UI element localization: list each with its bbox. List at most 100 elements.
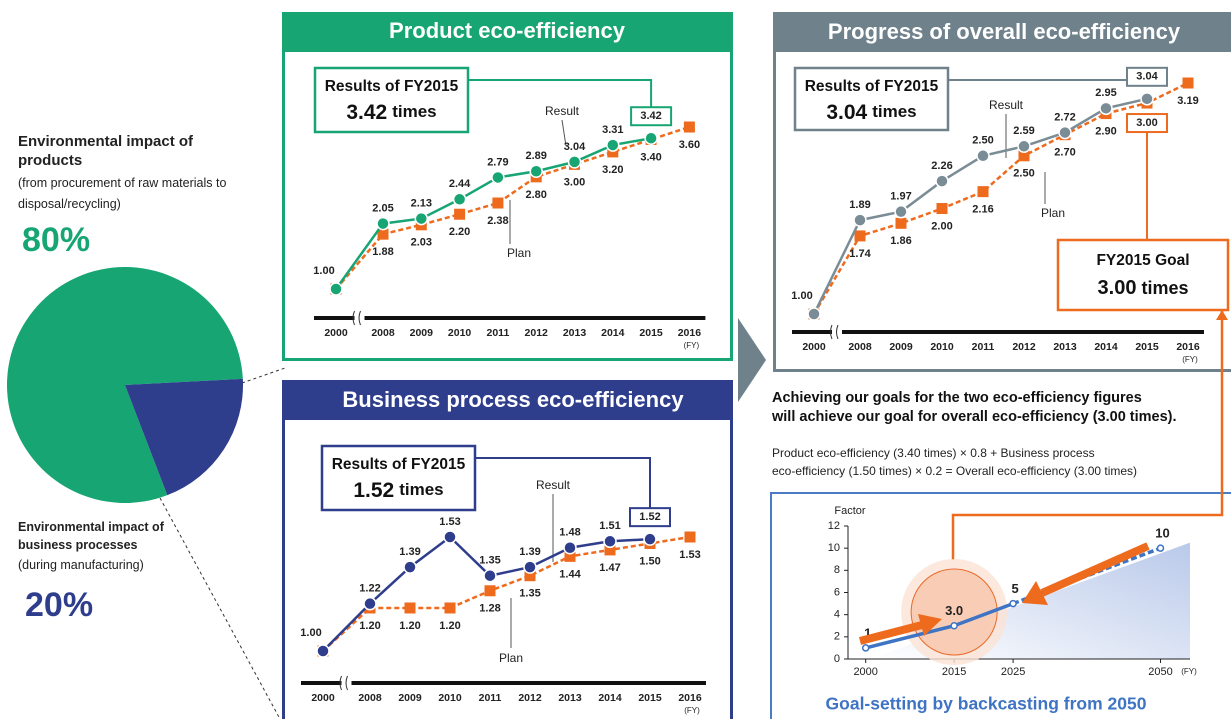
series-line [335,125,690,290]
x-tick-label: 2016 [678,692,702,704]
point [644,131,658,145]
annotation-box [320,444,477,512]
value-label: 1.74 [849,248,871,260]
x-tick-label: 2025 [1001,666,1025,678]
series-line [322,535,691,652]
value-label: 2.50 [1013,168,1034,180]
value-label: 1.00 [791,290,812,302]
value-label: 2.89 [525,150,546,162]
point [567,155,582,169]
value-label: 2.00 [931,220,952,232]
point [977,186,989,198]
x-tick-label: 2015 [639,327,663,339]
point [603,534,617,549]
value-label: 2.59 [1013,125,1034,137]
value-label: 2.50 [972,135,993,147]
series-name: Plan [499,651,523,665]
point [484,585,496,597]
x-tick-label: 2012 [1012,341,1036,353]
point [483,568,497,583]
point [444,602,456,614]
x-tick-label: 2011 [972,341,995,353]
point [935,174,949,188]
value-label: 1.48 [559,527,580,539]
x-tick-label: 2014 [598,692,622,704]
panel-title: Business process eco-efficiency [342,387,684,412]
point [492,197,504,209]
point [524,570,536,582]
value-label: 2.44 [449,178,471,190]
pointer-line [561,119,567,147]
x-tick-label: 2016 [1176,341,1200,353]
panel-header [282,12,733,52]
connector [948,67,1148,81]
value-label: 1.39 [519,546,540,558]
y-tick-label: 6 [834,586,840,598]
value-label: 1 [864,625,871,640]
x-axis-label: (FY) [1182,355,1198,364]
point [454,208,466,220]
charts: 80%20%2000 2008 2009 2010 2011 2012 2013 2014 20… [7,66,1230,715]
x-tick-label: 2015 [942,666,966,678]
x-tick-label: 2000 [311,692,335,704]
y-axis-label: Factor [834,505,866,517]
annotation-value: 3.04 times [826,101,916,124]
annotation-heading: Results of FY2015 [805,78,939,95]
point [491,170,505,185]
annotation-box [793,66,950,132]
value-label: 5 [1011,581,1018,596]
boxed-label [1126,66,1168,87]
value-label: 2.72 [1054,111,1075,123]
x-tick-label: 2010 [448,327,472,339]
point [895,217,907,229]
point [1182,77,1194,89]
point [443,530,457,544]
point [683,121,695,133]
point [376,216,390,231]
goal-number: 3.00 [1098,277,1137,299]
x-tick-label: 2008 [848,341,872,353]
value-label: 2.38 [487,215,508,227]
y-tick-label: 8 [834,564,840,576]
value-label: 1.22 [359,583,380,595]
point [403,560,417,574]
series-line [812,81,1189,315]
value-label: 1.20 [359,620,380,632]
goal-heading: FY2015 Goal [1096,252,1189,269]
factor-line [1012,546,1162,606]
x-tick-label: 2009 [410,327,434,339]
series-name: Plan [1041,206,1065,220]
x-tick-label: 2012 [518,692,542,704]
point [606,138,620,152]
point [807,307,821,321]
point [936,203,948,215]
connector-head [1216,310,1228,320]
value-label: 3.0 [945,603,963,618]
pie-category: Environmental impact of business process… [18,520,164,552]
annotation-unit: times [392,102,436,121]
value-label: 2.95 [1095,87,1116,99]
x-tick-label: 2015 [1135,341,1159,353]
point [894,204,908,219]
y-tick-label: 2 [834,631,840,643]
leader [241,367,286,384]
panel-header [773,12,1231,52]
annotation-number: 3.42 [346,101,387,124]
value-label: 2.05 [372,202,393,214]
value-label: 2.80 [525,189,546,201]
value-label: 1.35 [479,555,500,567]
pie-slice [125,378,244,496]
point [363,596,377,611]
x-axis-label: (FY) [1181,667,1197,676]
panel-title: Progress of overall eco-efficiency [828,19,1181,44]
point [1009,599,1017,608]
point [414,211,429,226]
point [1017,139,1031,154]
x-tick-label: 2000 [853,666,877,678]
value-label: 2.26 [931,160,952,172]
x-tick-label: 2011 [487,327,510,339]
formula: Product eco-efficiency (3.40 times) × 0.… [772,446,1095,460]
value-label: 1.39 [399,546,420,558]
value-label: 10 [1155,526,1169,541]
